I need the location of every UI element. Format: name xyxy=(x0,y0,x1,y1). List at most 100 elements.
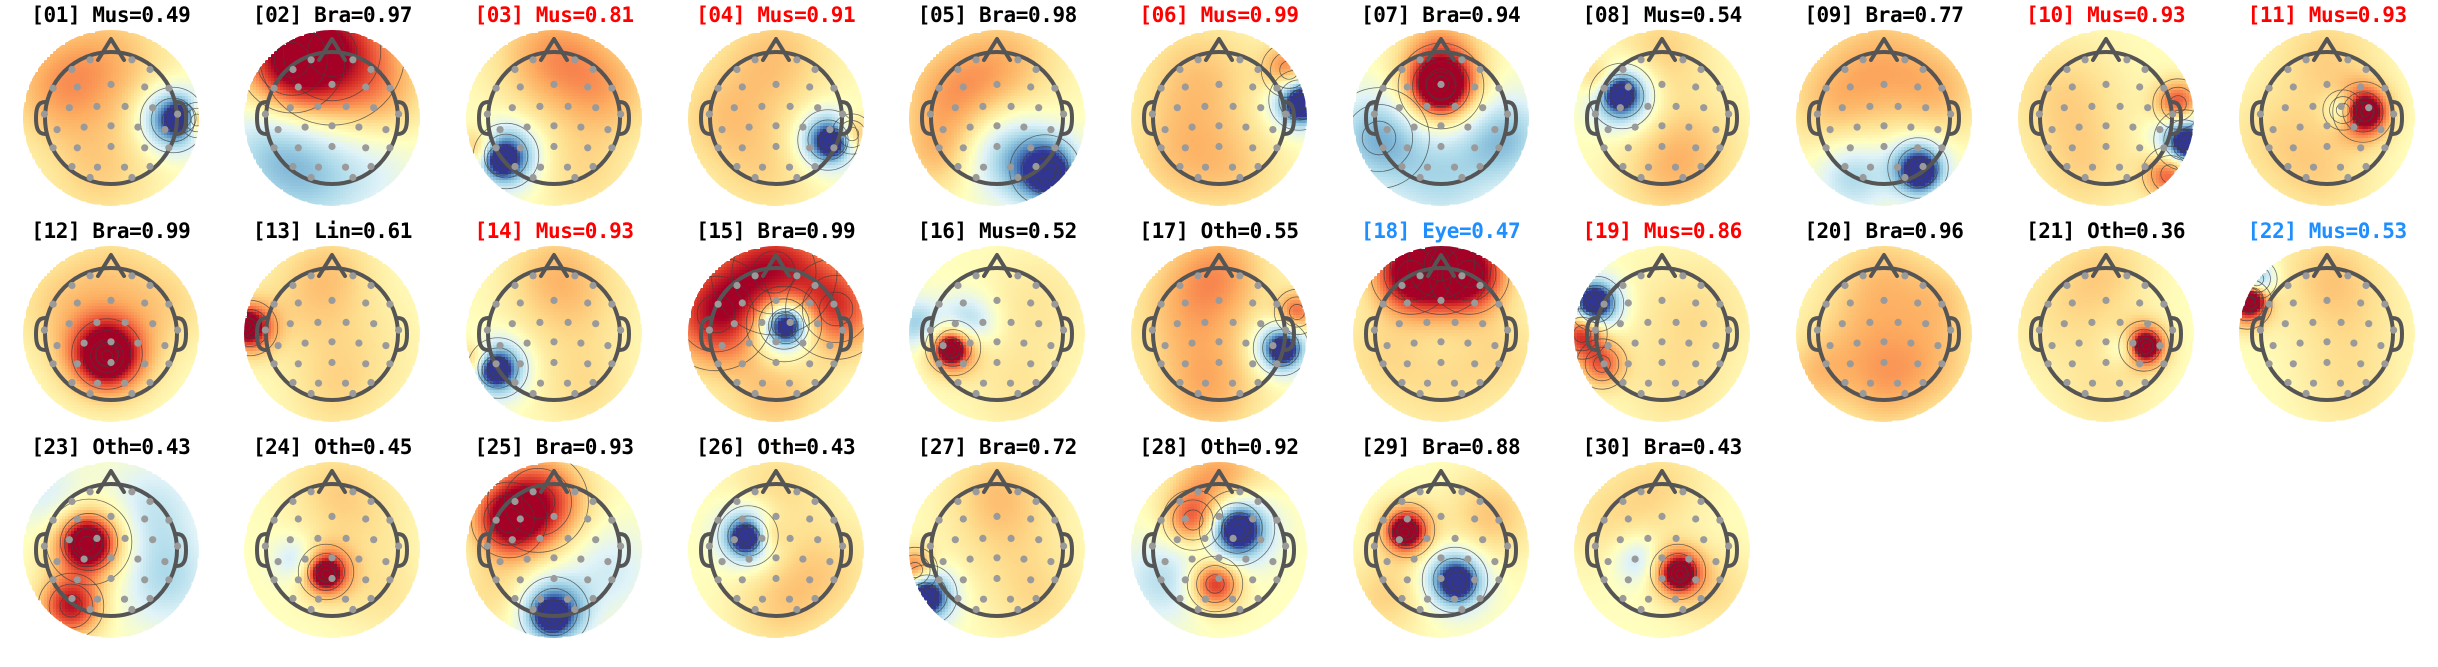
electrode-dot xyxy=(2285,379,2292,386)
topomap-plot-28[interactable] xyxy=(1126,457,1312,643)
topomap-cell-22[interactable]: [22] Mus=0.53 xyxy=(2216,216,2438,432)
topomap-cell-27[interactable]: [27] Bra=0.72 xyxy=(887,432,1109,648)
electrode-dot xyxy=(511,163,518,170)
topomap-plot-22[interactable] xyxy=(2234,241,2420,427)
topomap-plot-06[interactable] xyxy=(1126,25,1312,211)
topomap-cell-05[interactable]: [05] Bra=0.98 xyxy=(887,0,1109,216)
topomap-plot-08[interactable] xyxy=(1569,25,1755,211)
topomap-cell-29[interactable]: [29] Bra=0.88 xyxy=(1330,432,1552,648)
electrode-dot xyxy=(1157,517,1164,524)
topomap-plot-18[interactable] xyxy=(1348,241,1534,427)
topomap-plot-23[interactable] xyxy=(18,457,204,643)
topomap-cell-25[interactable]: [25] Bra=0.93 xyxy=(443,432,665,648)
electrode-dot xyxy=(714,517,721,524)
topomap-plot-16[interactable] xyxy=(904,241,1090,427)
electrode-dot xyxy=(952,536,959,543)
electrode-dot xyxy=(577,556,584,563)
topomap-plot-05[interactable] xyxy=(904,25,1090,211)
topomap-plot-17[interactable] xyxy=(1126,241,1312,427)
topomap-svg xyxy=(2013,25,2199,211)
electrode-dot xyxy=(1249,144,1256,151)
topomap-cell-21[interactable]: [21] Oth=0.36 xyxy=(1995,216,2217,432)
electrode-dot xyxy=(1938,360,1945,367)
topomap-plot-02[interactable] xyxy=(239,25,425,211)
electrode-dot xyxy=(1601,85,1608,92)
topomap-cell-12[interactable]: [12] Bra=0.99 xyxy=(0,216,222,432)
electrode-dot xyxy=(2303,56,2310,63)
electrode-dot xyxy=(2044,144,2051,151)
topomap-plot-21[interactable] xyxy=(2013,241,2199,427)
electrode-dot xyxy=(1403,83,1410,90)
topomap-plot-30[interactable] xyxy=(1569,457,1755,643)
electrode-dot xyxy=(2290,83,2297,90)
electrode-dot xyxy=(1680,272,1687,279)
electrode-dot xyxy=(53,558,60,565)
topomap-cell-18[interactable]: [18] Eye=0.47 xyxy=(1330,216,1552,432)
topomap-cell-17[interactable]: [17] Oth=0.55 xyxy=(1108,216,1330,432)
electrode-dot xyxy=(967,340,974,347)
topomap-plot-26[interactable] xyxy=(683,457,869,643)
topomap-plot-09[interactable] xyxy=(1791,25,1977,211)
topomap-plot-27[interactable] xyxy=(904,457,1090,643)
topomap-cell-10[interactable]: [10] Mus=0.93 xyxy=(1995,0,2217,216)
electrode-dot xyxy=(128,390,135,397)
topomap-plot-14[interactable] xyxy=(461,241,647,427)
electrode-dot xyxy=(1717,576,1724,583)
electrode-dot xyxy=(830,301,837,308)
topomap-plot-07[interactable] xyxy=(1348,25,1534,211)
electrode-dot xyxy=(315,596,322,603)
electrode-dot xyxy=(1398,498,1405,505)
topomap-cell-03[interactable]: [03] Mus=0.81 xyxy=(443,0,665,216)
topomap-cell-19[interactable]: [19] Mus=0.86 xyxy=(1551,216,1773,432)
electrode-dot xyxy=(955,498,962,505)
topomap-plot-20[interactable] xyxy=(1791,241,1977,427)
electrode-dot xyxy=(262,543,269,550)
electrode-dot xyxy=(1491,558,1498,565)
topomap-cell-11[interactable]: [11] Mus=0.93 xyxy=(2216,0,2438,216)
topomap-cell-30[interactable]: [30] Bra=0.43 xyxy=(1551,432,1773,648)
topomap-cell-06[interactable]: [06] Mus=0.99 xyxy=(1108,0,1330,216)
topomap-cell-28[interactable]: [28] Oth=0.92 xyxy=(1108,432,1330,648)
topomap-plot-04[interactable] xyxy=(683,25,869,211)
topomap-plot-10[interactable] xyxy=(2013,25,2199,211)
topomap-cell-14[interactable]: [14] Mus=0.93 xyxy=(443,216,665,432)
electrode-dot xyxy=(1601,576,1608,583)
electrode-dot xyxy=(811,595,818,602)
topomap-cell-08[interactable]: [08] Mus=0.54 xyxy=(1551,0,1773,216)
topomap-plot-19[interactable] xyxy=(1569,241,1755,427)
topomap-cell-20[interactable]: [20] Bra=0.96 xyxy=(1773,216,1995,432)
topomap-plot-11[interactable] xyxy=(2234,25,2420,211)
electrode-dot xyxy=(342,596,349,603)
topomap-cell-24[interactable]: [24] Oth=0.45 xyxy=(222,432,444,648)
electrode-dot xyxy=(973,272,980,279)
electrode-dot xyxy=(350,488,357,495)
topomap-cell-01[interactable]: [01] Mus=0.49 xyxy=(0,0,222,216)
electrode-dot xyxy=(1880,359,1887,366)
topomap-plot-24[interactable] xyxy=(239,457,425,643)
topomap-cell-07[interactable]: [07] Bra=0.94 xyxy=(1330,0,1552,216)
topomap-cell-13[interactable]: [13] Lin=0.61 xyxy=(222,216,444,432)
topomap-plot-13[interactable] xyxy=(239,241,425,427)
electrode-dot xyxy=(517,360,524,367)
topomap-plot-25[interactable] xyxy=(461,457,647,643)
topomap-plot-29[interactable] xyxy=(1348,457,1534,643)
electrode-dot xyxy=(1894,319,1901,326)
topomap-cell-04[interactable]: [04] Mus=0.91 xyxy=(665,0,887,216)
electrode-dot xyxy=(1717,360,1724,367)
topomap-plot-12[interactable] xyxy=(18,241,204,427)
electrode-dot xyxy=(1273,576,1280,583)
electrode-dot xyxy=(509,320,516,327)
topomap-plot-03[interactable] xyxy=(461,25,647,211)
topomap-plot-15[interactable] xyxy=(683,241,869,427)
topomap-plot-01[interactable] xyxy=(18,25,204,211)
electrode-dot xyxy=(329,575,336,582)
topomap-cell-15[interactable]: [15] Bra=0.99 xyxy=(665,216,887,432)
electrode-dot xyxy=(1680,390,1687,397)
topomap-cell-09[interactable]: [09] Bra=0.77 xyxy=(1773,0,1995,216)
topomap-cell-02[interactable]: [02] Bra=0.97 xyxy=(222,0,444,216)
electrode-dot xyxy=(1182,144,1189,151)
electrode-dot xyxy=(960,83,967,90)
topomap-cell-26[interactable]: [26] Oth=0.43 xyxy=(665,432,887,648)
topomap-cell-16[interactable]: [16] Mus=0.52 xyxy=(887,216,1109,432)
topomap-cell-23[interactable]: [23] Oth=0.43 xyxy=(0,432,222,648)
